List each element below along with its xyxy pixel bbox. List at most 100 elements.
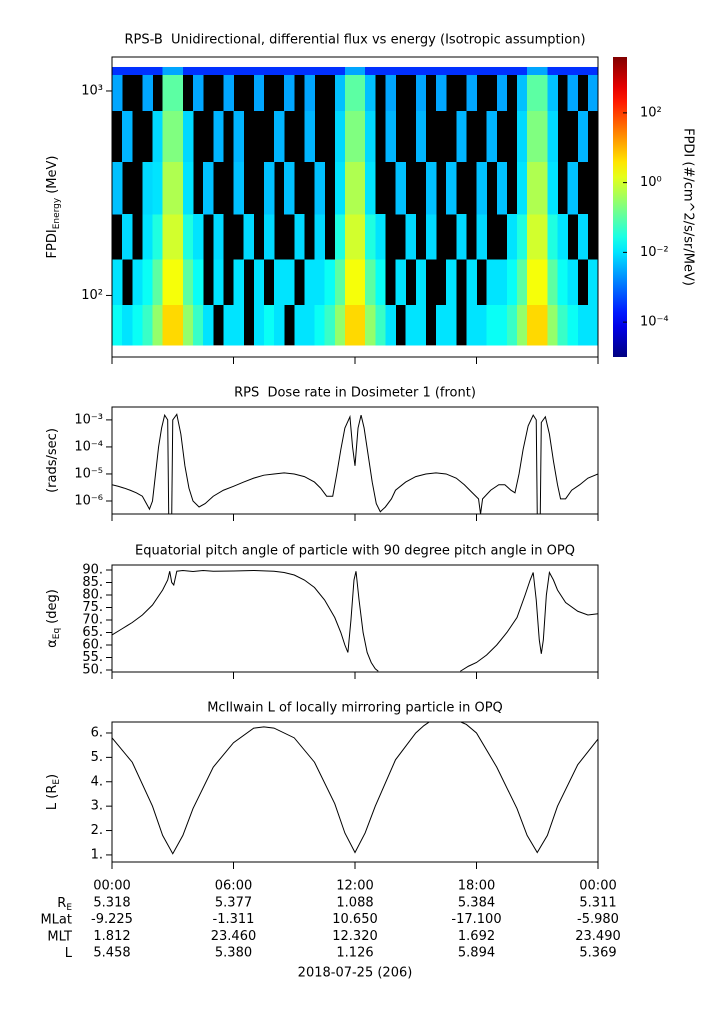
panel-title: McIlwain L of locally mirroring particle… (207, 701, 503, 716)
heatmap-cell (233, 304, 244, 346)
heatmap-cell (466, 66, 477, 76)
heatmap-cell (527, 214, 538, 260)
heatmap-cell (172, 304, 184, 346)
y-axis-label-unit: (MeV) (45, 156, 60, 194)
ephemeris-row-label-text: L (65, 946, 73, 961)
heatmap-cell (587, 304, 599, 346)
heatmap-cell (365, 66, 376, 76)
heatmap-cell (436, 66, 447, 76)
heatmap-cell (587, 259, 599, 306)
heatmap-cell (355, 214, 366, 260)
heatmap-cell (193, 66, 204, 76)
ephemeris-value: 23.460 (211, 929, 257, 944)
heatmap-cell (304, 110, 315, 163)
heatmap-cell (263, 66, 275, 76)
heatmap-cell (496, 304, 508, 346)
heatmap-cell (172, 66, 184, 76)
heatmap-cell (344, 304, 356, 346)
heatmap-cell (587, 74, 599, 112)
heatmap-cell (193, 304, 204, 346)
heatmap-cell (375, 304, 386, 346)
data-line (112, 413, 598, 514)
heatmap-cell (517, 259, 528, 306)
colorbar-tick-label: 10⁻² (640, 245, 669, 260)
heatmap-cell (324, 259, 336, 306)
y-tick-label: 85. (82, 575, 103, 590)
heatmap-cell (365, 304, 376, 346)
ephemeris-value: 5.377 (215, 896, 252, 911)
y-tick-label: 80. (82, 588, 103, 603)
heatmap-cell (456, 110, 467, 163)
heatmap-cell (517, 214, 528, 260)
heatmap-cell (506, 66, 518, 76)
heatmap-cell (263, 161, 275, 215)
ephemeris-value: -1.311 (213, 912, 255, 927)
heatmap-cell (537, 74, 548, 112)
heatmap-cell (152, 259, 163, 306)
y-axis-label: (rads/sec) (45, 428, 60, 493)
y-tick-label: 50. (82, 663, 103, 678)
y-tick-label: 10² (81, 288, 103, 303)
heatmap-cell (537, 161, 548, 215)
heatmap-cell (233, 161, 244, 215)
heatmap-cell (446, 66, 457, 76)
data-line (112, 722, 598, 855)
heatmap-cell (132, 304, 143, 346)
heatmap-cell (213, 66, 224, 76)
colorbar-tick-label: 10⁻⁴ (640, 315, 669, 330)
heatmap-cell (415, 259, 427, 306)
ephemeris-value: -5.980 (577, 912, 619, 927)
ephemeris-row-label-text: R (57, 896, 66, 911)
heatmap-cell (456, 214, 467, 260)
heatmap-cell (304, 259, 315, 306)
heatmap-cell (567, 259, 579, 306)
heatmap-cell (527, 259, 538, 306)
heatmap-cell (486, 304, 498, 346)
ephemeris-row-label-text: MLat (40, 912, 72, 927)
heatmap-cell (122, 214, 133, 260)
heatmap-cell (527, 304, 538, 346)
x-tick-label: 18:00 (458, 879, 495, 894)
heatmap-cell (476, 66, 487, 76)
heatmap-cell (436, 74, 447, 112)
y-axis-label-unit: (deg) (45, 589, 60, 624)
heatmap-cell (284, 74, 295, 112)
heatmap-cell (142, 214, 153, 260)
heatmap-cell (132, 259, 143, 306)
heatmap-cell (182, 304, 194, 346)
x-tick-label: 00:00 (93, 879, 130, 894)
heatmap-cell (223, 304, 234, 346)
heatmap-cell (203, 304, 214, 346)
heatmap-cell (162, 259, 174, 306)
heatmap-cell (152, 161, 163, 215)
heatmap-cell (274, 304, 285, 346)
heatmap-cell (314, 161, 325, 215)
heatmap-cell (405, 304, 417, 346)
heatmap-cell (375, 214, 386, 260)
ephemeris-value: 5.380 (215, 946, 252, 961)
heatmap-cell (213, 214, 224, 260)
heatmap-cell (446, 304, 457, 346)
heatmap-cell (253, 259, 265, 306)
ephemeris-row-label: L (65, 946, 73, 961)
colorbar-tick-label: 10² (640, 105, 662, 120)
heatmap-cell (567, 304, 579, 346)
ephemeris-value: 12.320 (332, 929, 378, 944)
colorbar-label: FPDI (#/cm^2/s/sr/MeV) (681, 128, 696, 286)
heatmap-cell (587, 66, 599, 76)
heatmap-cell (567, 161, 579, 215)
heatmap-cell (334, 74, 346, 112)
heatmap-cell (112, 161, 123, 215)
heatmap-cell (324, 66, 336, 76)
heatmap-cell (182, 214, 194, 260)
heatmap-cell (162, 66, 174, 76)
heatmap-cell (365, 259, 376, 306)
heatmap-cell (344, 74, 356, 112)
heatmap-cell (365, 214, 376, 260)
ephemeris-value: 1.126 (336, 946, 373, 961)
heatmap-cell (446, 259, 457, 306)
ephemeris-value: 5.318 (93, 896, 130, 911)
heatmap-cell (304, 66, 315, 76)
heatmap-cell (314, 66, 325, 76)
heatmap-cell (284, 66, 295, 76)
